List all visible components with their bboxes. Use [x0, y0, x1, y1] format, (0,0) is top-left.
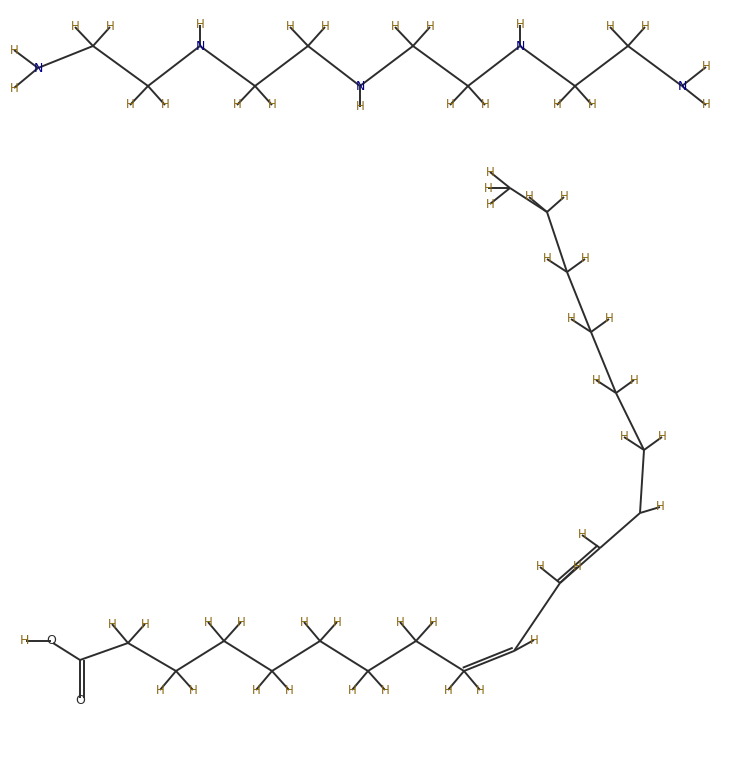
Text: H: H — [480, 98, 489, 112]
Text: H: H — [656, 501, 664, 514]
Text: H: H — [396, 615, 404, 629]
Text: H: H — [299, 615, 308, 629]
Text: H: H — [333, 615, 342, 629]
Text: H: H — [268, 98, 277, 112]
Text: H: H — [572, 560, 581, 574]
Text: H: H — [233, 98, 241, 112]
Text: H: H — [20, 635, 29, 647]
Text: H: H — [630, 374, 639, 387]
Text: H: H — [516, 19, 524, 32]
Text: H: H — [535, 560, 544, 574]
Text: H: H — [204, 615, 213, 629]
Text: O: O — [75, 694, 85, 707]
Text: H: H — [425, 20, 434, 33]
Text: H: H — [428, 615, 437, 629]
Text: H: H — [620, 430, 628, 443]
Text: H: H — [141, 618, 149, 631]
Text: N: N — [33, 61, 43, 74]
Text: H: H — [592, 374, 600, 387]
Text: H: H — [252, 684, 260, 697]
Text: H: H — [553, 98, 562, 112]
Text: H: H — [657, 430, 667, 443]
Text: H: H — [578, 529, 587, 542]
Text: H: H — [702, 98, 710, 112]
Text: H: H — [476, 684, 484, 697]
Text: H: H — [446, 98, 455, 112]
Text: H: H — [106, 20, 115, 33]
Text: H: H — [605, 20, 615, 33]
Text: H: H — [320, 20, 329, 33]
Text: H: H — [286, 20, 294, 33]
Text: H: H — [284, 684, 293, 697]
Text: H: H — [559, 191, 569, 204]
Text: H: H — [486, 198, 495, 211]
Text: O: O — [46, 635, 56, 647]
Text: H: H — [108, 618, 116, 631]
Text: H: H — [188, 684, 198, 697]
Text: N: N — [195, 40, 204, 53]
Text: H: H — [543, 253, 551, 266]
Text: H: H — [10, 43, 18, 57]
Text: H: H — [195, 19, 204, 32]
Text: H: H — [486, 166, 495, 178]
Text: H: H — [10, 81, 18, 95]
Text: H: H — [702, 60, 710, 74]
Text: N: N — [355, 80, 365, 92]
Text: H: H — [581, 253, 590, 266]
Text: H: H — [587, 98, 596, 112]
Text: N: N — [515, 40, 525, 53]
Text: H: H — [381, 684, 389, 697]
Text: H: H — [641, 20, 649, 33]
Text: H: H — [348, 684, 357, 697]
Text: H: H — [155, 684, 164, 697]
Text: H: H — [391, 20, 400, 33]
Text: H: H — [71, 20, 79, 33]
Text: H: H — [237, 615, 245, 629]
Text: H: H — [126, 98, 134, 112]
Text: H: H — [356, 101, 364, 113]
Text: H: H — [525, 191, 533, 204]
Text: H: H — [443, 684, 452, 697]
Text: H: H — [161, 98, 170, 112]
Text: H: H — [566, 312, 575, 326]
Text: H: H — [605, 312, 613, 326]
Text: N: N — [677, 80, 687, 92]
Text: H: H — [483, 181, 492, 195]
Text: H: H — [529, 633, 538, 646]
